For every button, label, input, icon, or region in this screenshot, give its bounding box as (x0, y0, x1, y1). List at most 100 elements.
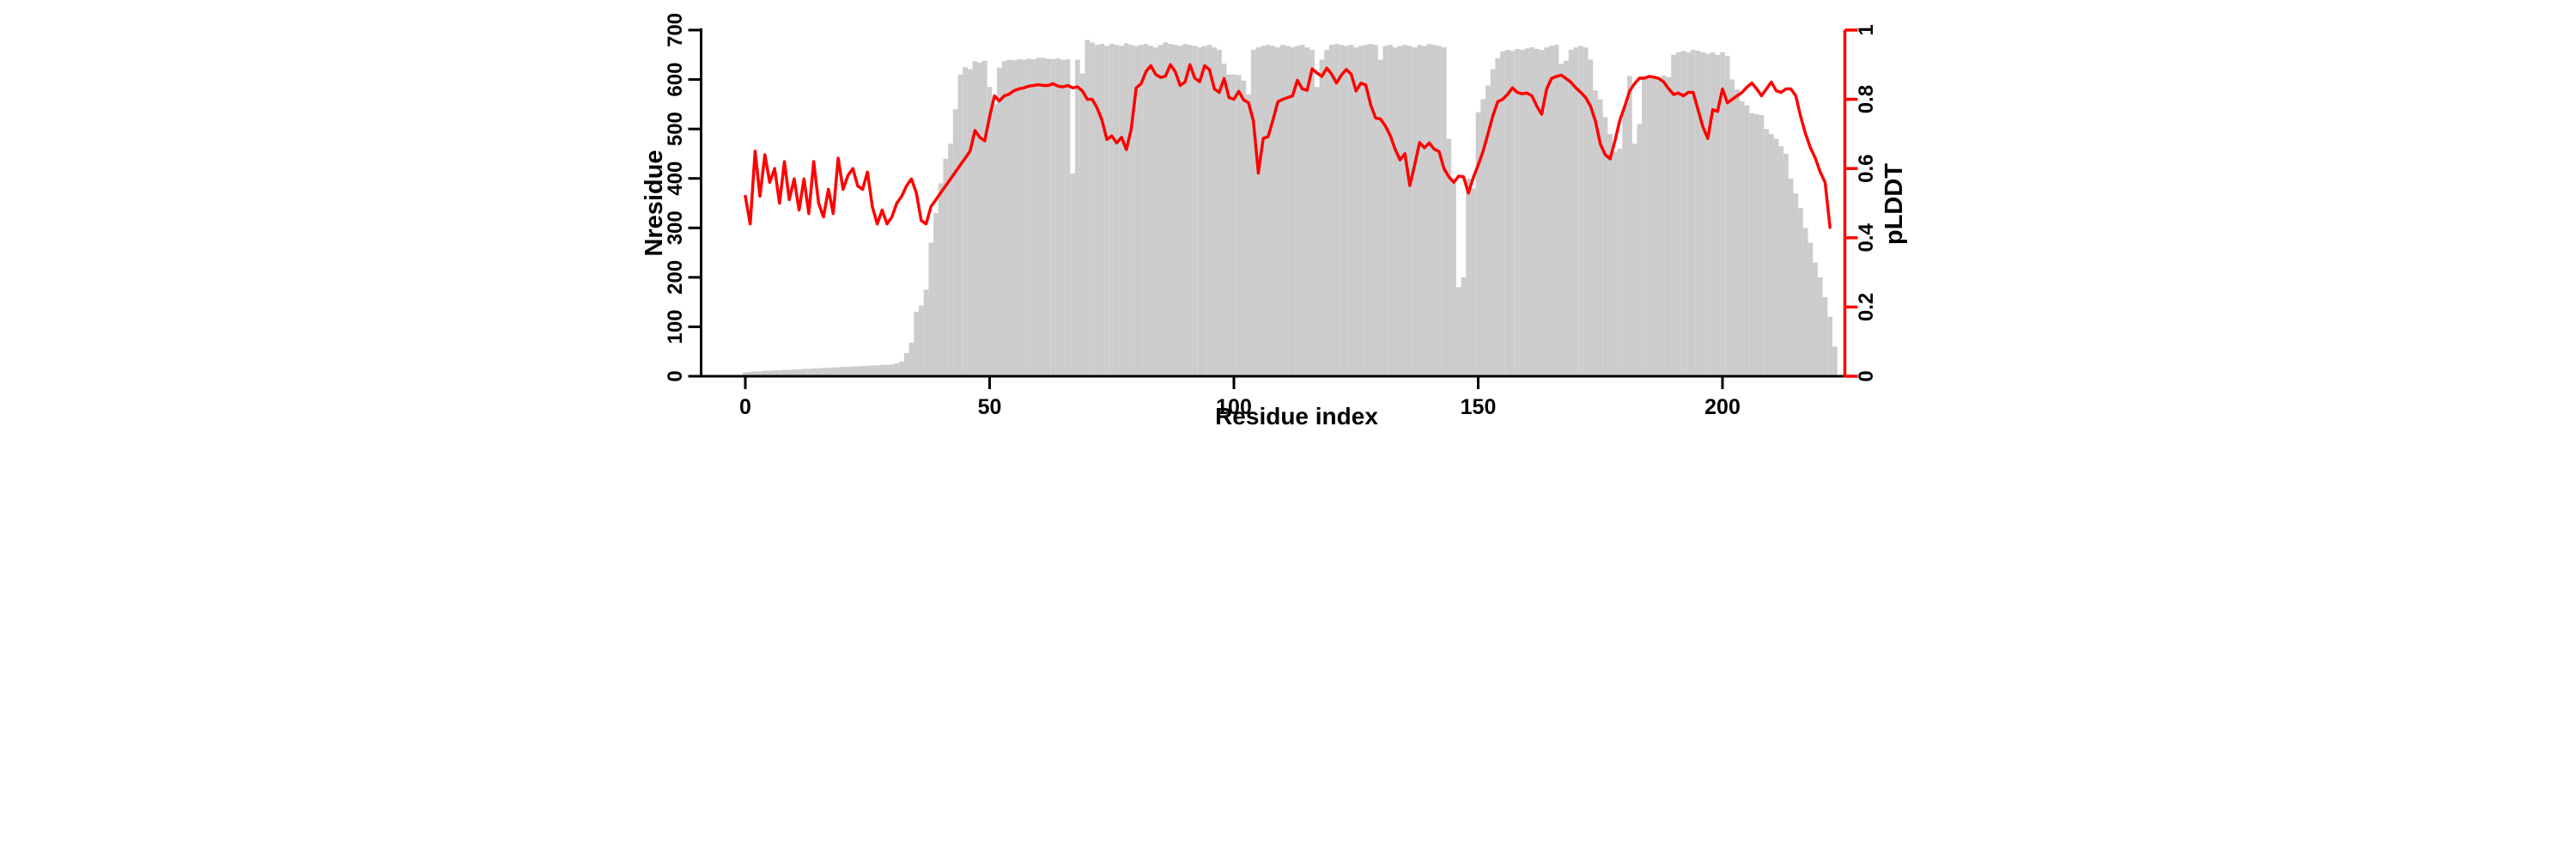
bar (855, 366, 860, 376)
bar (850, 366, 856, 376)
bar (1426, 44, 1432, 376)
bar (1109, 44, 1115, 376)
bar (1656, 78, 1662, 377)
bar (1139, 45, 1144, 376)
bar (1783, 153, 1789, 376)
x-axis-tick-label: 200 (1704, 395, 1741, 419)
bar (1221, 64, 1227, 377)
bar (914, 312, 919, 376)
bar (1700, 52, 1706, 377)
bar (1124, 43, 1129, 377)
bar (1451, 183, 1456, 376)
bar (1285, 46, 1291, 377)
bar (1822, 296, 1828, 376)
y-axis-right-tick-label: 0.2 (1855, 293, 1878, 321)
bar (884, 364, 890, 376)
bar (1030, 58, 1036, 376)
bar (777, 370, 782, 376)
bar (1172, 45, 1178, 376)
bar (1622, 106, 1628, 377)
bar (1661, 75, 1667, 376)
bar (1090, 42, 1095, 377)
bar (1392, 47, 1398, 377)
bar (1802, 228, 1808, 376)
bar (1627, 76, 1632, 377)
bar (1250, 50, 1256, 377)
bar (801, 369, 807, 376)
bar (981, 60, 987, 376)
y-axis-left-tick-label: 100 (664, 309, 687, 344)
x-axis-tick-label: 100 (1216, 395, 1252, 419)
y-axis-left-tick-label: 400 (664, 161, 687, 196)
bar (1729, 79, 1735, 377)
x-axis-tick-label: 150 (1461, 395, 1497, 419)
bar (1065, 58, 1071, 376)
bar (865, 365, 871, 376)
bar (1724, 55, 1730, 376)
bar (757, 371, 762, 376)
bar (1671, 54, 1676, 377)
bar (1397, 46, 1403, 377)
bar (1143, 44, 1149, 376)
bar (1119, 46, 1124, 377)
bar (1588, 59, 1594, 377)
bar (1148, 46, 1154, 377)
y-axis-label-left: Nresidue (644, 149, 668, 256)
bar (997, 67, 1002, 376)
bar (1036, 58, 1042, 376)
bar (840, 367, 846, 376)
bar (992, 104, 998, 376)
y-axis-left-tick-label: 300 (664, 210, 687, 245)
y-axis-right-tick-label: 0.6 (1855, 155, 1878, 183)
bar (1793, 193, 1799, 376)
bar (1695, 51, 1701, 376)
bar (816, 368, 822, 376)
bar (1339, 45, 1345, 376)
bar (1192, 46, 1198, 377)
bar (1778, 146, 1784, 377)
x-axis-label: Residue index (1215, 403, 1378, 430)
bar (1744, 105, 1750, 376)
bar (1280, 45, 1285, 376)
bar (796, 369, 802, 376)
bar (1099, 44, 1105, 376)
bar (899, 361, 904, 376)
bar (1578, 46, 1583, 377)
bar (952, 109, 958, 376)
bar (1642, 76, 1647, 376)
bar (1094, 45, 1100, 376)
bar (957, 74, 963, 377)
bar (1583, 47, 1589, 377)
y-axis-label-right: pLDDT (1880, 163, 1908, 245)
bar (1515, 48, 1520, 377)
bar (1168, 44, 1173, 376)
bar (1255, 47, 1261, 377)
bar (1480, 99, 1486, 376)
y-axis-right-tick-label: 0.8 (1855, 85, 1878, 113)
bar (1241, 80, 1247, 376)
bar (1021, 59, 1027, 377)
bar (1182, 44, 1188, 376)
bar (1304, 47, 1310, 377)
bar (1564, 60, 1569, 376)
bar (1177, 46, 1183, 377)
bar (1206, 45, 1212, 376)
bar (1441, 47, 1447, 377)
bar (1217, 50, 1222, 377)
bar (1529, 47, 1534, 377)
bar (1114, 45, 1120, 376)
bar (1363, 45, 1369, 376)
bar (1055, 58, 1060, 377)
bar (1827, 316, 1833, 376)
y-axis-right-tick-label: 1 (1855, 24, 1878, 35)
bar (1197, 47, 1203, 377)
bar (1807, 242, 1814, 376)
bar (1075, 59, 1080, 377)
bar (1163, 42, 1169, 377)
bar (1202, 46, 1207, 377)
bar (835, 367, 841, 376)
bar (1646, 75, 1652, 376)
bar (767, 370, 773, 376)
bar (1832, 346, 1838, 376)
bar (874, 365, 880, 376)
